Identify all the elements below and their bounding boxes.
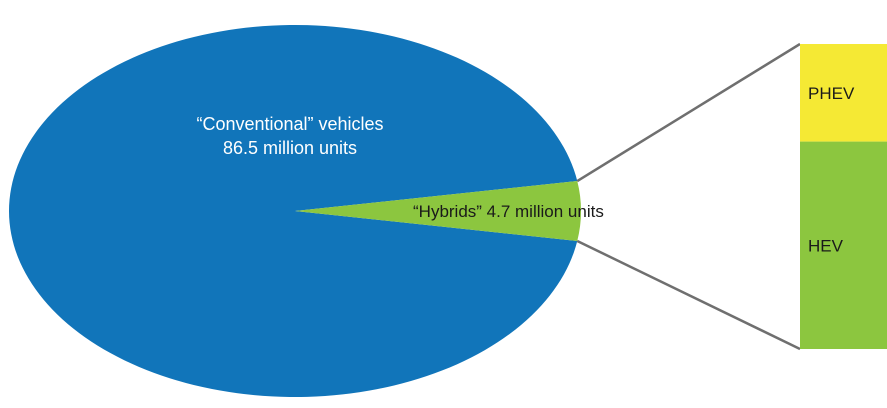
breakdown-label-phev: PHEV [808, 84, 855, 103]
slice-label-conventional-line-1: “Conventional” vehicles [196, 114, 383, 134]
pie-slice-conventional [8, 24, 578, 397]
slice-label-hybrids: “Hybrids” 4.7 million units [413, 202, 604, 221]
connector-line-top [576, 42, 801, 183]
pie-slice-hybrids [295, 181, 581, 241]
breakdown-segment-hev [800, 141, 887, 349]
breakdown-bar [800, 44, 887, 349]
breakdown-label-hev: HEV [808, 236, 844, 255]
pie-slices [8, 24, 581, 397]
connector-line-bottom [576, 239, 801, 351]
chart-labels: PHEV HEV “Conventional” vehicles 86.5 milli… [196, 84, 855, 256]
slice-label-conventional-line-2: 86.5 million units [223, 138, 357, 158]
breakdown-segment-phev [800, 44, 887, 142]
breakdown-connectors [576, 42, 801, 351]
